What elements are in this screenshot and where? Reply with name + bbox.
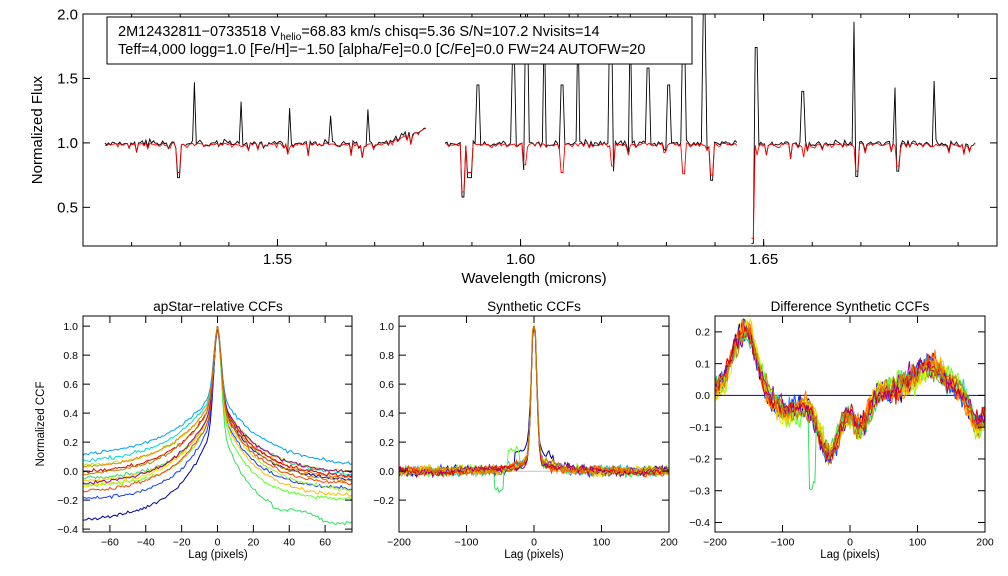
synthetic-ccf-ytick-label: 0.4: [379, 408, 394, 420]
difference-ccf-xtick-label: −200: [703, 537, 727, 549]
synthetic-ccf-data: [399, 324, 669, 494]
synthetic-ccf-ytick-label: 0.0: [379, 466, 394, 478]
synthetic-ccf-title: Synthetic CCFs: [487, 299, 581, 314]
synthetic-ccf-xtick-label: 100: [593, 537, 611, 549]
difference-ccf-xtick-label: 100: [909, 537, 927, 549]
synthetic-ccf-xtick-label: 0: [531, 537, 537, 549]
apstar-ccf-panel: apStar−relative CCFs −60 −40 −20 0 20 40 60 −0.…: [35, 299, 353, 561]
legend-v-rest: =68.83 km/s chisq=5.36 S/N=107.2 Nvisits…: [301, 24, 599, 40]
synthetic-ccf-ytick-label: 0.6: [379, 379, 394, 391]
spectrum-ytick-label: 2.0: [57, 6, 78, 23]
apstar-ccf-xtick-label: 40: [283, 537, 295, 549]
apstar-ccf-ytick-label: 0.8: [63, 350, 78, 362]
difference-ccf-x-label: Lag (pixels): [820, 549, 880, 561]
apstar-ccf-xtick-label: −40: [137, 537, 155, 549]
spectrum-ytick-label: 1.0: [57, 135, 78, 152]
apstar-ccf-title: apStar−relative CCFs: [153, 299, 283, 314]
apstar-ccf-ytick-label: −0.4: [57, 524, 78, 536]
synthetic-ccf-panel: Synthetic CCFs −200 −100 0 100 200 −0.2 0.0 0.2…: [373, 299, 678, 561]
apstar-ccf-xtick-label: 0: [215, 537, 221, 549]
difference-ccf-ytick-label: 0.0: [695, 390, 710, 402]
spectrum-frame: [82, 13, 998, 247]
difference-ccf-panel: Difference Synthetic CCFs −200 −100 0 100 20…: [689, 299, 994, 561]
difference-ccf-xtick-label: −100: [771, 537, 795, 549]
apstar-ccf-data: [83, 326, 352, 526]
spectrum-ytick-label: 1.5: [57, 71, 78, 88]
apstar-ccf-y-label: Normalized CCF: [35, 382, 47, 467]
apstar-ccf-x-label: Lag (pixels): [188, 549, 248, 561]
apstar-ccf-xtick-label: 20: [248, 537, 260, 549]
legend-line-2: Teff=4,000 logg=1.0 [Fe/H]=−1.50 [alpha/…: [118, 42, 645, 58]
synthetic-ccf-ytick-label: 0.8: [379, 350, 394, 362]
apstar-ccf-ticks: −60 −40 −20 0 20 40 60 −0.4 −0.2 0.0 0.2 0.4 0.6 0.8 1…: [57, 316, 352, 549]
observed-spectrum-chip-3: [751, 21, 976, 244]
apstar-ccf-ytick-label: 0.4: [63, 408, 78, 420]
spectrum-xtick-label: 1.55: [263, 251, 292, 268]
observed-spectrum-chip-2: [445, 14, 738, 198]
apstar-ccf-xtick-label: 60: [319, 537, 331, 549]
synthetic-ccf-series-14: [399, 325, 669, 478]
difference-ccf-title: Difference Synthetic CCFs: [771, 299, 930, 314]
difference-ccf-ytick-label: −0.4: [689, 517, 710, 529]
model-spectrum-chip-2: [444, 141, 738, 193]
synthetic-ccf-xtick-label: 200: [660, 537, 678, 549]
difference-ccf-ytick-label: −0.2: [689, 454, 710, 466]
apstar-ccf-series-14: [83, 326, 352, 483]
synthetic-ccf-ytick-label: 0.2: [379, 437, 394, 449]
synthetic-ccf-x-label: Lag (pixels): [504, 549, 564, 561]
synthetic-ccf-ytick-label: −0.2: [373, 495, 394, 507]
legend-v-prefix: V: [271, 24, 281, 40]
difference-ccf-series-14: [715, 327, 985, 460]
spectrum-x-label: Wavelength (microns): [461, 270, 606, 287]
difference-ccf-data: [715, 317, 985, 491]
model-spectrum-chip-1: [104, 127, 426, 173]
difference-ccf-ytick-label: −0.3: [689, 485, 710, 497]
difference-ccf-ticks: −200 −100 0 100 200 −0.4 −0.3 −0.2 −0.1 0.0 0.1 0.2: [689, 316, 994, 549]
spectrum-ticks: 1.55 1.60 1.65 0.5 1.0 1.5 2.0: [57, 6, 997, 268]
difference-ccf-ytick-label: 0.2: [695, 327, 710, 339]
legend-line-1: 2M12432811−0733518 Vhelio=68.83 km/s chi…: [118, 24, 600, 43]
spectrum-xtick-label: 1.60: [506, 251, 535, 268]
synthetic-ccf-ytick-label: 1.0: [379, 321, 394, 333]
spectrum-ytick-label: 0.5: [57, 200, 78, 217]
legend-star-id: 2M12432811−0733518: [118, 24, 267, 40]
apstar-ccf-xtick-label: −20: [173, 537, 191, 549]
synthetic-ccf-xtick-label: −200: [387, 537, 411, 549]
synthetic-ccf-xtick-label: −100: [455, 537, 479, 549]
apstar-ccf-ytick-label: −0.2: [57, 495, 78, 507]
difference-ccf-xtick-label: 0: [847, 537, 853, 549]
apstar-ccf-ytick-label: 0.6: [63, 379, 78, 391]
difference-ccf-ytick-label: −0.1: [689, 422, 710, 434]
spectrum-legend-box: 2M12432811−0733518 Vhelio=68.83 km/s chi…: [106, 16, 693, 65]
apstar-ccf-ytick-label: 1.0: [63, 321, 78, 333]
spectrum-xtick-label: 1.65: [749, 251, 778, 268]
spectrum-panel: 1.55 1.60 1.65 0.5 1.0 1.5 2.0 2M12432811−0733…: [29, 6, 998, 287]
difference-ccf-xtick-label: 200: [976, 537, 994, 549]
spectrum-data: [104, 14, 976, 244]
apstar-ccf-ytick-label: 0.0: [63, 466, 78, 478]
apstar-ccf-xtick-label: −60: [101, 537, 119, 549]
synthetic-ccf-ticks: −200 −100 0 100 200 −0.2 0.0 0.2 0.4 0.6 0.8 1.0: [373, 316, 678, 549]
legend-v-subscript: helio: [280, 32, 302, 43]
spectrum-y-label: Normalized Flux: [29, 75, 46, 184]
model-spectrum-chip-3: [751, 142, 976, 239]
apstar-ccf-ytick-label: 0.2: [63, 437, 78, 449]
difference-ccf-ytick-label: 0.1: [695, 358, 710, 370]
